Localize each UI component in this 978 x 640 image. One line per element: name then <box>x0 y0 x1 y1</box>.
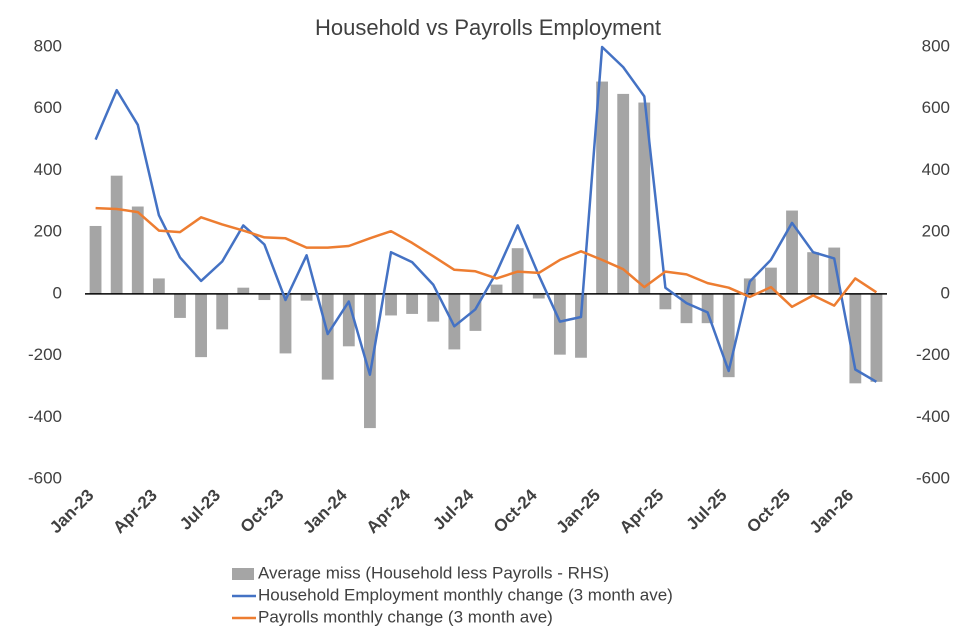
x-tick-label: Apr-23 <box>109 486 161 538</box>
x-tick-label: Apr-25 <box>616 486 668 538</box>
x-tick-label: Oct-24 <box>490 485 541 536</box>
x-tick-label: Apr-24 <box>363 485 415 537</box>
y2-tick-label: 400 <box>922 160 950 179</box>
y2-tick-label: -400 <box>916 407 950 426</box>
y2-tick-label: 0 <box>941 283 950 302</box>
bar <box>870 293 883 382</box>
x-tick-label: Jan-25 <box>553 486 605 538</box>
legend-label: Household Employment monthly change (3 m… <box>258 585 673 604</box>
line <box>95 206 878 309</box>
bar <box>659 293 672 310</box>
bar <box>131 206 144 294</box>
y-tick-label: -400 <box>28 407 62 426</box>
bar <box>216 293 229 330</box>
legend-swatch <box>232 568 254 580</box>
y2-tick-label: -200 <box>916 345 950 364</box>
bar <box>849 293 862 384</box>
x-tick-label: Oct-25 <box>743 486 794 537</box>
bar <box>532 293 545 299</box>
bar <box>807 252 820 294</box>
y-tick-label: 400 <box>34 160 62 179</box>
y-tick-label: 800 <box>34 36 62 55</box>
y-tick-label: -600 <box>28 468 62 487</box>
bar <box>174 293 186 318</box>
x-tick-label: Jan-23 <box>46 486 98 538</box>
bar <box>364 293 376 429</box>
chart-title: Household vs Payrolls Employment <box>315 15 661 40</box>
bar <box>638 102 651 294</box>
legend-label: Average miss (Household less Payrolls - … <box>258 563 609 582</box>
bar <box>596 81 608 294</box>
bar <box>385 293 397 316</box>
bar <box>152 278 165 294</box>
line <box>94 45 878 383</box>
bar <box>786 210 798 294</box>
bar <box>701 293 714 324</box>
bar <box>828 247 841 294</box>
y2-tick-label: -600 <box>916 468 950 487</box>
legend-label: Payrolls monthly change (3 month ave) <box>258 607 553 626</box>
y-tick-label: -200 <box>28 345 62 364</box>
bar <box>765 267 777 294</box>
bar <box>553 293 566 355</box>
bar <box>406 293 419 314</box>
bar <box>722 293 735 378</box>
y2-tick-label: 600 <box>922 98 950 117</box>
y-tick-label: 0 <box>53 283 62 302</box>
bar <box>321 293 334 380</box>
x-tick-label: Jul-25 <box>683 486 731 534</box>
bar <box>448 293 461 350</box>
bar <box>342 293 355 347</box>
bar <box>617 93 630 294</box>
bar <box>469 293 482 331</box>
x-tick-label: Jan-24 <box>299 485 351 537</box>
x-tick-label: Jan-26 <box>806 486 858 538</box>
bar <box>279 293 292 354</box>
bar <box>680 293 693 324</box>
bar <box>89 225 102 294</box>
bar <box>110 175 123 294</box>
x-tick-label: Oct-23 <box>237 486 288 537</box>
bar <box>195 293 207 358</box>
y-tick-label: 600 <box>34 98 62 117</box>
y2-tick-label: 800 <box>922 36 950 55</box>
y2-tick-label: 200 <box>922 222 950 241</box>
bar <box>237 287 250 294</box>
bar <box>427 293 440 322</box>
bar <box>490 284 503 294</box>
y-tick-label: 200 <box>34 222 62 241</box>
bar <box>575 293 587 358</box>
bar <box>300 293 313 301</box>
x-tick-label: Jul-23 <box>176 486 224 534</box>
x-tick-label: Jul-24 <box>429 485 478 534</box>
bar <box>258 293 271 301</box>
